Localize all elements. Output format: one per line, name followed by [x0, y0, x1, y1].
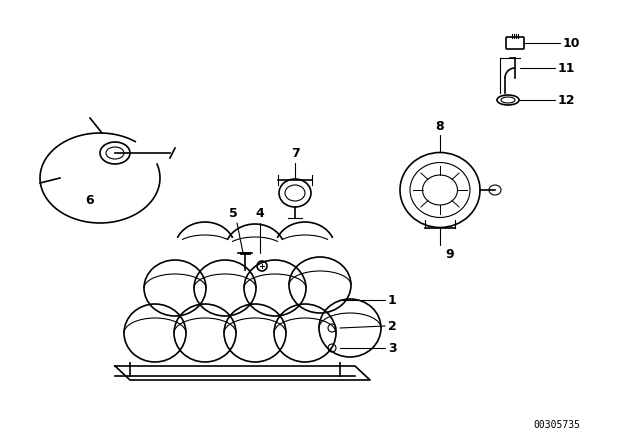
Text: 5: 5	[228, 207, 237, 220]
Text: 7: 7	[291, 147, 300, 160]
Text: 11: 11	[558, 61, 575, 74]
Text: 2: 2	[388, 319, 397, 332]
Polygon shape	[115, 366, 370, 380]
Text: 00305735: 00305735	[533, 420, 580, 430]
Text: 8: 8	[436, 120, 444, 133]
Text: 9: 9	[445, 248, 454, 261]
Text: 10: 10	[563, 36, 580, 49]
Text: 1: 1	[388, 293, 397, 306]
Text: 4: 4	[255, 207, 264, 220]
Text: 12: 12	[558, 94, 575, 107]
Text: 3: 3	[388, 341, 397, 354]
Text: 6: 6	[86, 194, 94, 207]
